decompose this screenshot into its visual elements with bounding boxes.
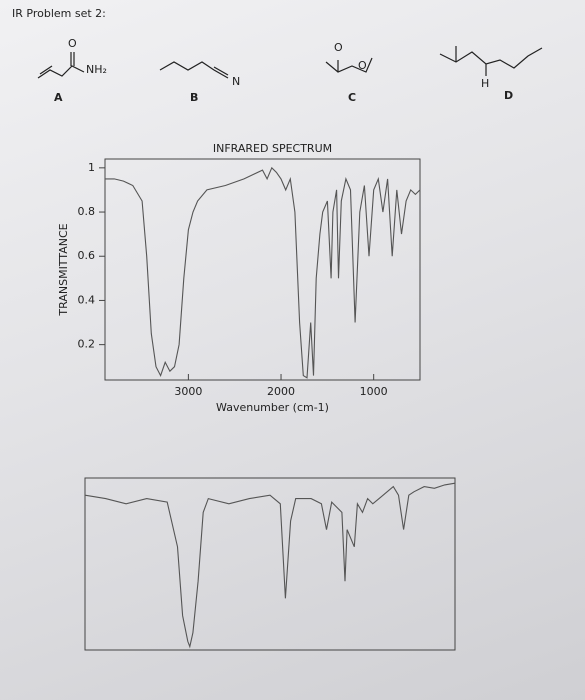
x-tick-label: 1000 [360,385,388,398]
x-tick-label: 2000 [267,385,295,398]
y-tick-label: 0.4 [78,293,96,306]
atom: N [232,75,240,88]
molecule-b [159,61,229,79]
molecule-label: C [348,91,356,104]
plot-frame [104,158,421,381]
molecule-a [37,65,85,79]
triple-bond [213,66,229,76]
molecule-label: A [54,91,63,104]
spectrum-line [105,166,421,379]
molecule-d [439,47,543,69]
spectrum-line [84,482,456,649]
page-title: IR Problem set 2: [12,7,106,20]
atom: H [481,77,489,90]
atom: NH₂ [86,63,107,76]
double-bond [39,65,53,75]
x-tick-label: 3000 [174,385,202,398]
y-tick-label: 0.8 [78,205,96,218]
atom: O [358,59,367,72]
x-axis-label: Wavenumber (cm-1) [216,401,329,414]
y-tick-label: 0.6 [78,249,96,262]
molecule-label: B [190,91,198,104]
molecule-c [325,57,373,73]
molecule-label: D [504,89,513,102]
atom: O [334,41,343,54]
y-axis-label: TRANSMITTANCE [57,223,70,316]
y-tick-label: 0.2 [78,338,96,351]
y-tick-label: 1 [88,161,95,174]
chart-title: INFRARED SPECTRUM [213,142,332,155]
plot-frame [84,477,456,651]
atom: O [68,37,77,50]
